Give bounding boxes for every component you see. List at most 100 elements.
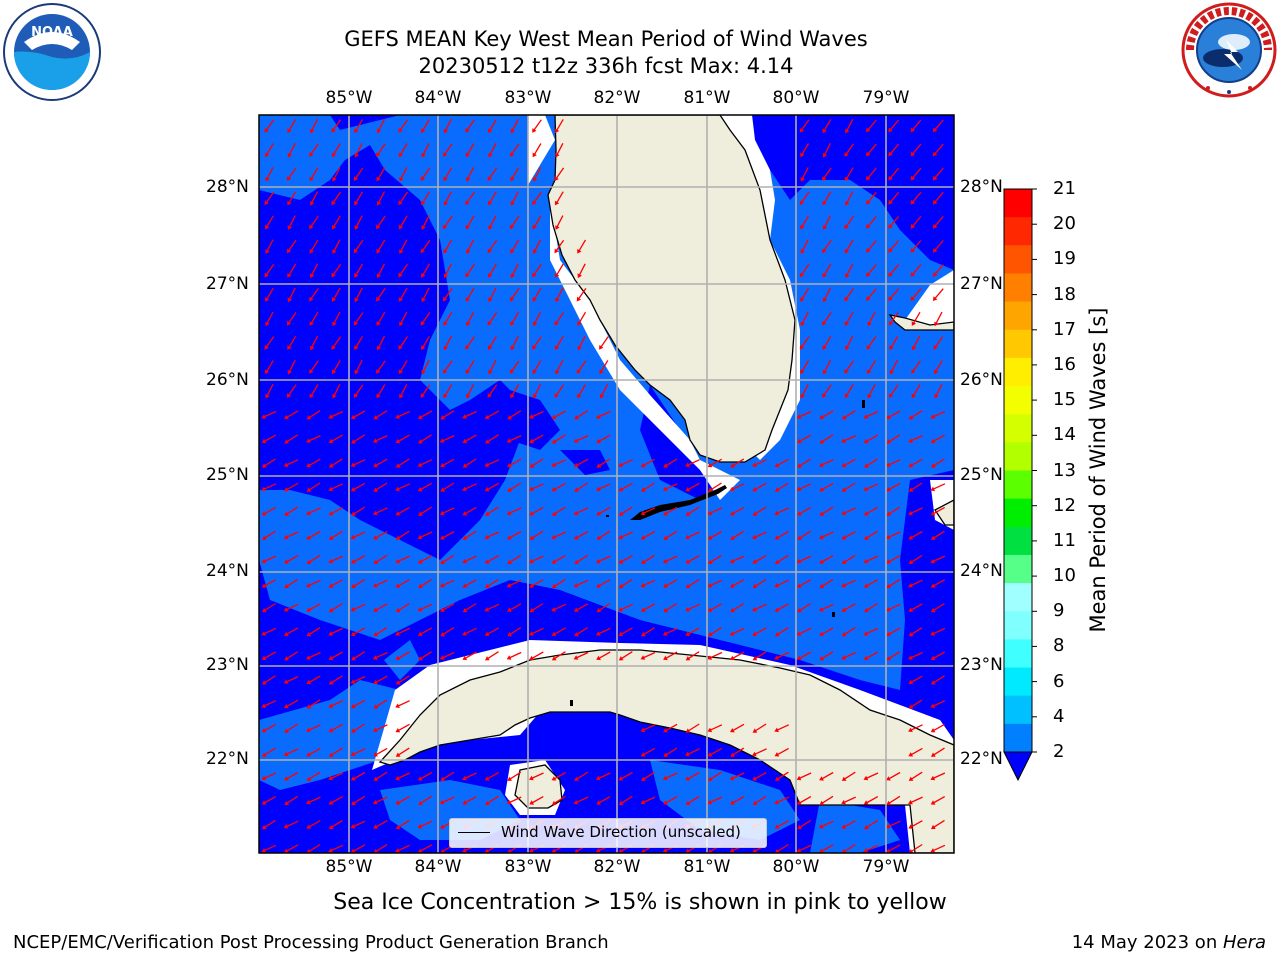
wave-arrow: [800, 119, 810, 131]
wave-arrow-head: [863, 848, 869, 853]
wave-arrow: [888, 820, 901, 828]
wave-arrow: [934, 191, 944, 203]
wave-arrow: [846, 118, 854, 132]
wave-arrow: [286, 844, 299, 852]
wave-arrow-head: [350, 534, 356, 540]
wave-arrow: [709, 603, 723, 611]
wave-arrow-head: [395, 535, 401, 540]
wave-arrow-head: [730, 583, 735, 588]
wave-arrow-head: [908, 632, 914, 637]
wave-arrow: [330, 506, 343, 515]
lat-label-left: 26°N: [206, 370, 249, 390]
wave-arrow: [665, 579, 678, 587]
wave-arrow-head: [376, 224, 381, 230]
wave-arrow: [823, 143, 832, 156]
wave-arrow: [377, 384, 386, 397]
wave-arrow-head: [284, 511, 289, 516]
wave-arrow: [687, 482, 700, 491]
wave-arrow: [288, 239, 297, 252]
wave-arrow-head: [284, 439, 289, 444]
wave-arrow-head: [931, 607, 936, 613]
wave-arrow: [710, 554, 722, 563]
wave-arrow-head: [641, 559, 646, 564]
wave-arrow: [553, 459, 567, 466]
wave-arrow: [843, 554, 856, 563]
wave-arrow-head: [551, 631, 557, 636]
wave-arrow-head: [421, 152, 426, 158]
wave-arrow-head: [819, 583, 825, 589]
wave-arrow-head: [841, 535, 847, 540]
wave-arrow: [353, 820, 366, 828]
wave-arrow-head: [930, 775, 936, 781]
wave-arrow-head: [708, 487, 713, 492]
wave-arrow: [932, 579, 946, 587]
wave-arrow-head: [488, 345, 493, 350]
wave-arrow: [845, 360, 855, 372]
wave-arrow: [308, 603, 321, 611]
wave-arrow-head: [350, 824, 356, 829]
wave-arrow: [821, 531, 834, 538]
wave-arrow-head: [398, 272, 403, 278]
wave-arrow: [511, 167, 520, 180]
wave-arrow-head: [819, 800, 825, 805]
wave-arrow: [801, 311, 809, 324]
wave-arrow-head: [577, 393, 582, 399]
wave-arrow: [286, 795, 299, 804]
wave-arrow: [843, 507, 856, 514]
wave-arrow-head: [354, 345, 359, 350]
colorbar-segment: [1004, 639, 1032, 669]
wave-arrow: [889, 288, 900, 300]
wave-arrow: [422, 215, 430, 228]
wave-arrow: [531, 458, 544, 467]
wave-arrow-head: [283, 607, 289, 612]
wave-arrow: [375, 410, 388, 419]
dark-blue-zones: [259, 115, 954, 853]
wave-arrow-head: [685, 656, 691, 661]
wave-arrow: [801, 215, 810, 228]
wave-arrow-head: [284, 631, 289, 636]
wave-arrow-head: [554, 176, 559, 181]
wave-arrow-head: [662, 775, 668, 781]
wave-arrow: [397, 819, 410, 828]
wave-arrow-head: [262, 463, 267, 468]
wave-arrow-head: [574, 632, 579, 637]
wave-arrow: [732, 796, 745, 804]
wave-arrow-head: [554, 393, 559, 398]
wave-arrow-head: [532, 249, 538, 254]
wave-arrow-head: [532, 345, 537, 350]
wave-arrow-head: [395, 680, 401, 685]
wave-arrow-head: [799, 272, 805, 278]
wave-arrow: [598, 772, 611, 779]
wave-arrow-head: [306, 462, 311, 468]
wave-arrow-head: [707, 655, 713, 660]
wave-arrow: [263, 796, 277, 804]
wave-arrow-head: [730, 511, 735, 516]
wave-arrow: [620, 603, 633, 611]
wave-arrow-head: [376, 152, 381, 157]
wave-arrow-head: [774, 824, 780, 829]
wave-arrow-head: [844, 321, 850, 326]
wave-arrow-head: [306, 776, 312, 781]
wave-arrow: [399, 215, 408, 228]
wave-arrow-head: [439, 655, 445, 660]
wave-arrow-head: [350, 607, 356, 612]
wave-arrow-head: [800, 224, 805, 230]
wave-arrow: [932, 651, 946, 659]
wave-arrow-head: [306, 848, 312, 853]
wave-arrow-head: [353, 393, 359, 398]
wave-arrow: [687, 723, 700, 732]
wave-arrow-head: [443, 345, 449, 351]
wave-arrow-head: [864, 535, 869, 540]
wave-arrow: [531, 483, 544, 490]
wave-arrow-head: [399, 321, 404, 327]
wave-arrow-head: [863, 511, 869, 516]
wave-arrow: [934, 119, 944, 131]
wave-arrow-head: [465, 345, 470, 350]
wave-arrow-head: [596, 511, 601, 516]
wave-arrow: [330, 579, 343, 587]
wave-arrow-head: [421, 225, 426, 230]
wave-arrow: [422, 287, 430, 300]
wave-arrow: [422, 119, 430, 131]
wave-arrow-head: [417, 824, 423, 829]
wave-arrow-head: [774, 510, 779, 516]
